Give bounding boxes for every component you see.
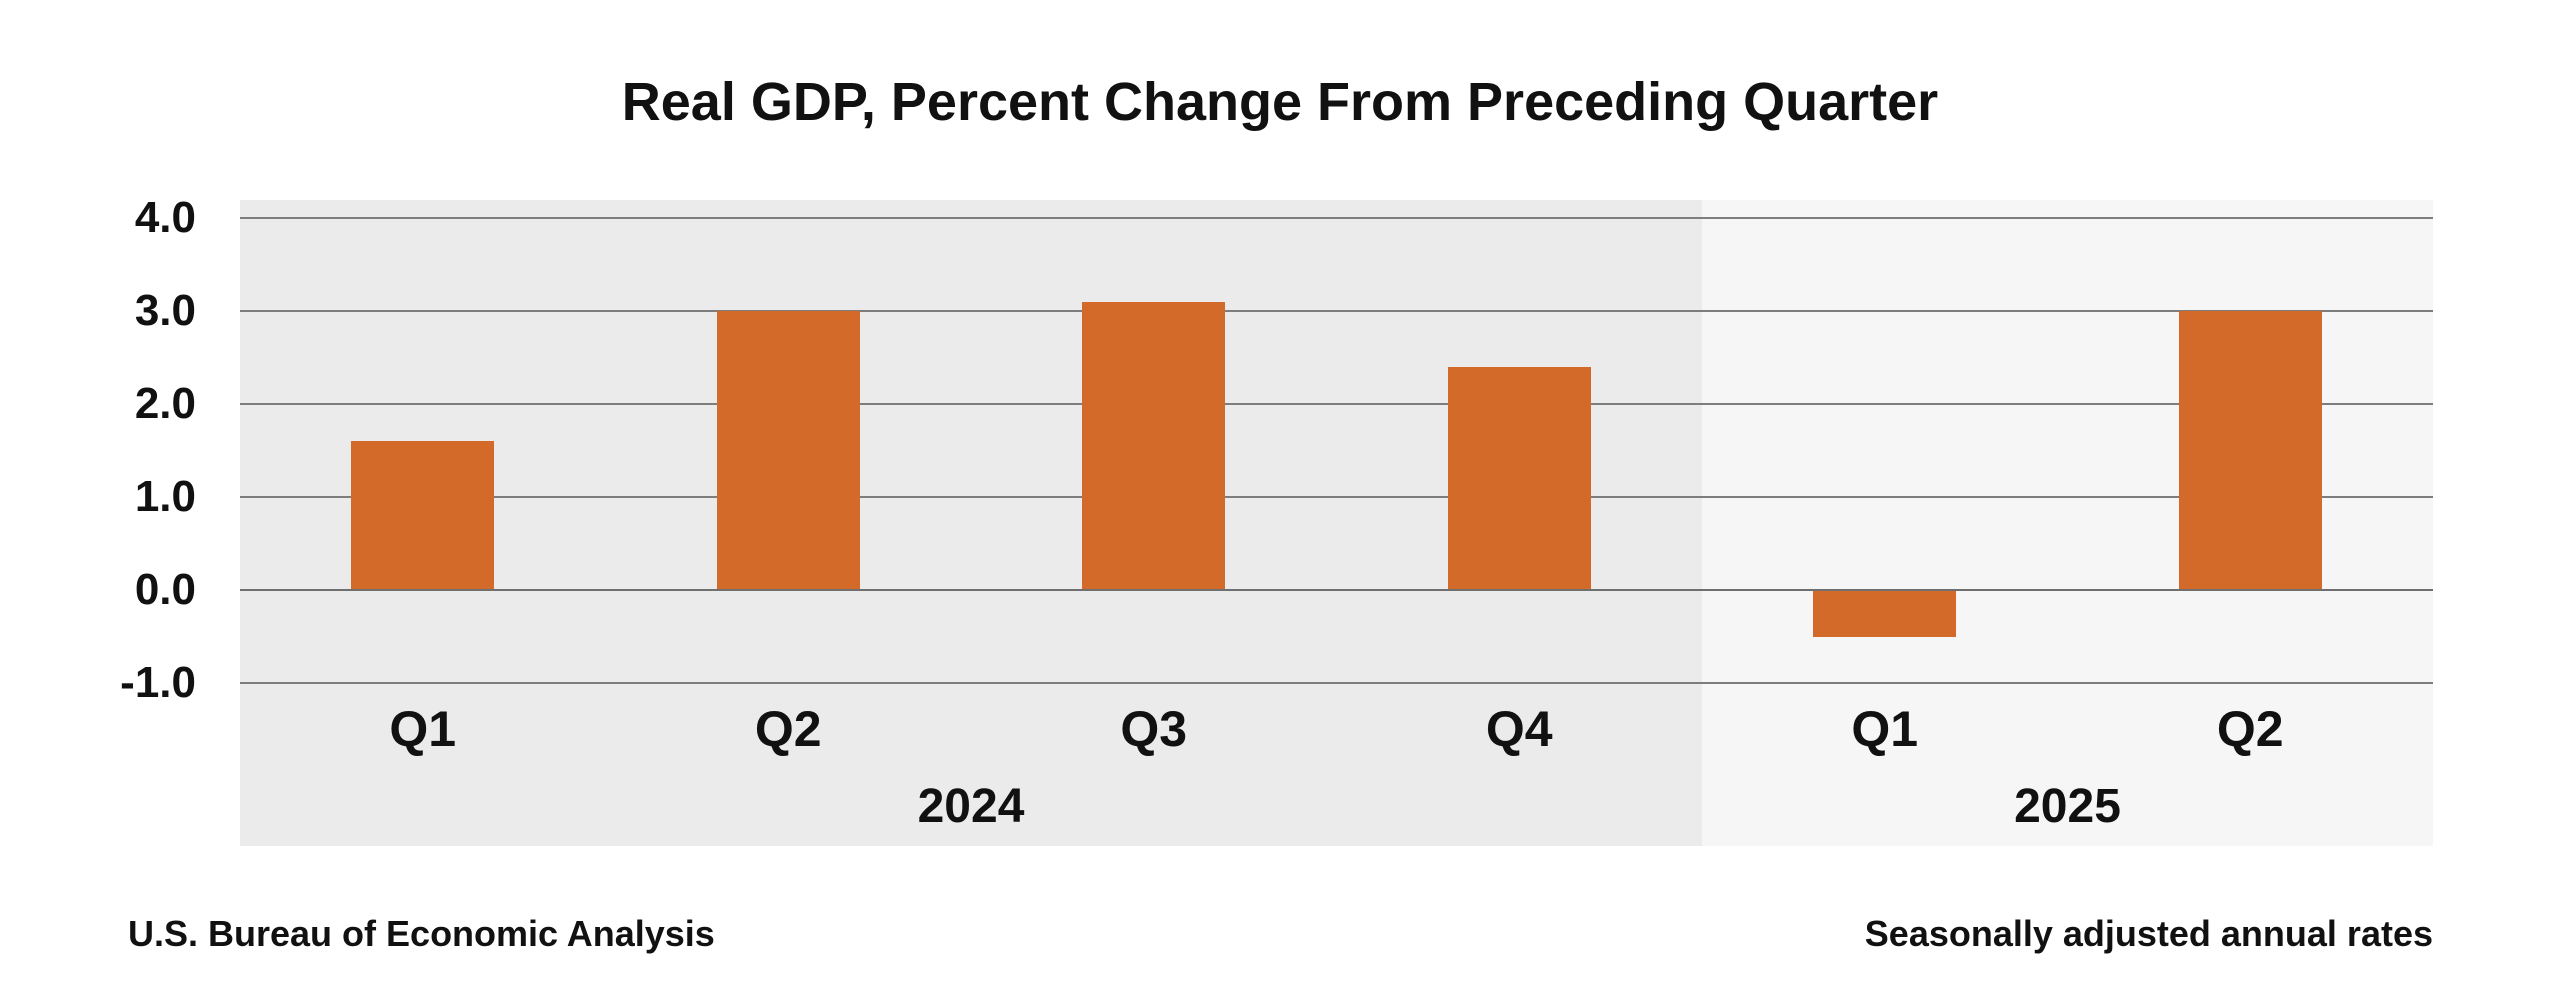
bar-2024-Q1 [351, 441, 495, 590]
x-tick-label-2024-Q1: Q1 [389, 701, 457, 757]
year-label-2025: 2025 [2014, 780, 2121, 833]
year-label-2024: 2024 [917, 780, 1025, 833]
adjustment-note: Seasonally adjusted annual rates [1864, 913, 2433, 954]
x-tick-label-2024-Q2: Q2 [754, 701, 822, 757]
gridline-1.0 [240, 496, 2433, 498]
gridline-4.0 [240, 217, 2433, 219]
x-tick-label-2025-Q1: Q1 [1851, 701, 1919, 757]
y-tick-label-4.0: 4.0 [134, 193, 196, 242]
gridline--1.0 [240, 682, 2433, 684]
y-tick-label-0.0: 0.0 [134, 565, 196, 614]
x-tick-label-2025-Q2: Q2 [2216, 701, 2284, 757]
source-note: U.S. Bureau of Economic Analysis [128, 913, 715, 954]
y-tick-label-3.0: 3.0 [134, 286, 196, 335]
plot-area: 2024 2025 Q1 Q2 Q3 Q4 Q1 Q2 [240, 200, 2433, 846]
bar-2025-Q2 [2178, 311, 2322, 590]
x-tick-label-2024-Q4: Q4 [1485, 701, 1553, 757]
bar-2024-Q4 [1447, 366, 1591, 590]
chart-title: Real GDP, Percent Change From Preceding … [621, 72, 1939, 132]
zero-axis-line [240, 589, 2433, 591]
y-tick-label-2.0: 2.0 [134, 379, 196, 428]
bar-2025-Q1 [1813, 590, 1957, 637]
y-tick-label--1.0: -1.0 [120, 658, 196, 707]
gridline-2.0 [240, 403, 2433, 405]
x-tick-label-2024-Q3: Q3 [1120, 701, 1188, 757]
gridline-3.0 [240, 310, 2433, 312]
bar-2024-Q3 [1082, 301, 1226, 590]
bar-2024-Q2 [716, 311, 860, 590]
y-tick-label-1.0: 1.0 [134, 472, 196, 521]
